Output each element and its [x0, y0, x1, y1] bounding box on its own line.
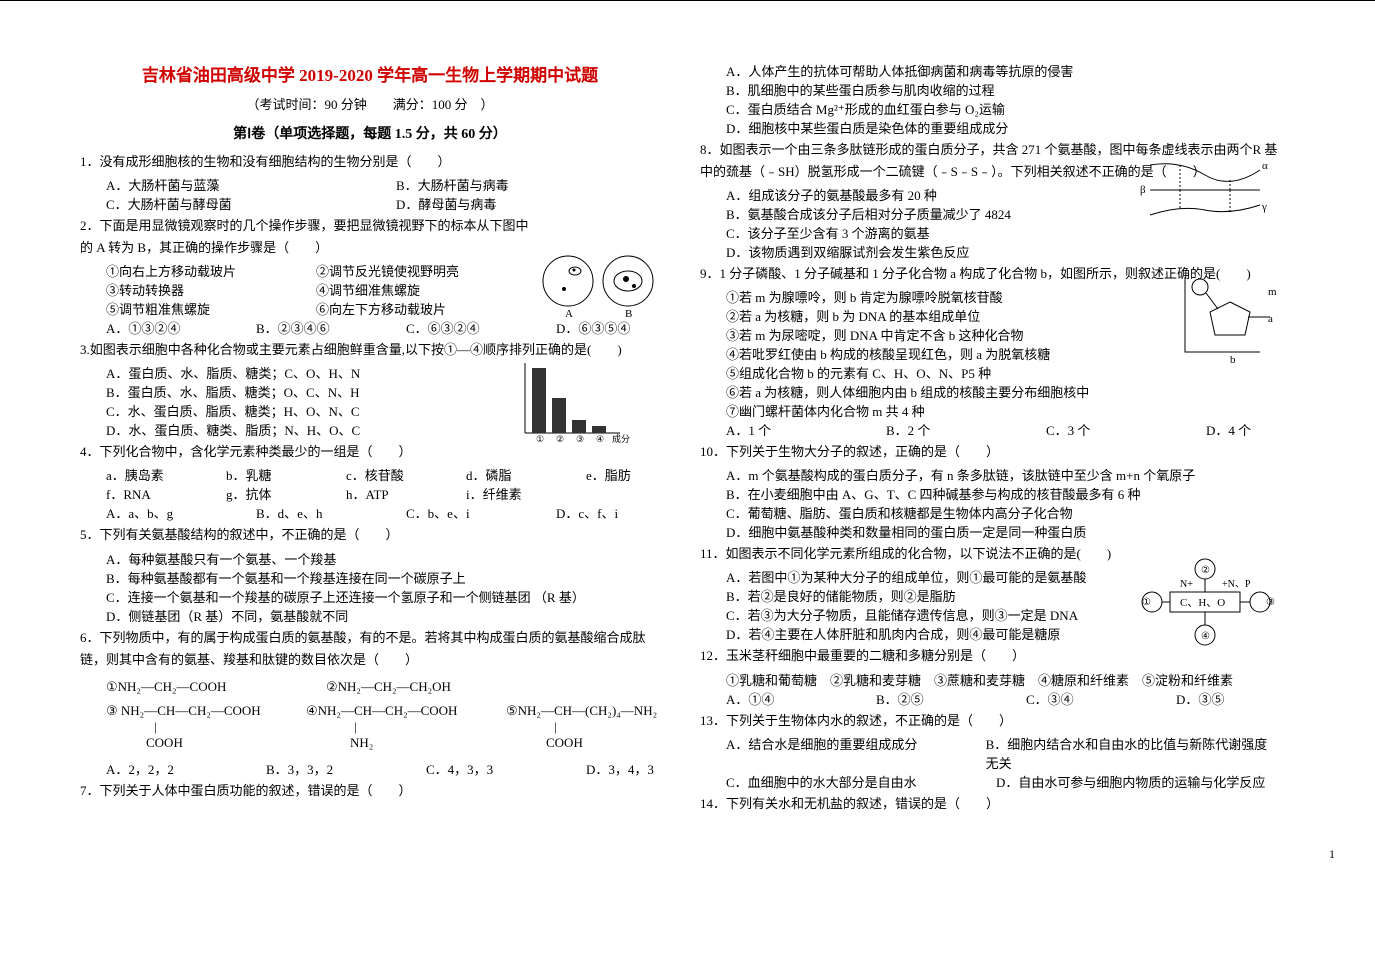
opt: A．2，2，2	[106, 759, 236, 778]
opt: D．该物质遇到双缩脲试剂会发生紫色反应	[700, 242, 1280, 261]
question-5: 5．下列有关氨基酸结构的叙述中，不正确的是（ ）	[80, 524, 660, 546]
item: f．RNA	[106, 484, 196, 503]
svg-text:A: A	[565, 308, 573, 320]
opt: B．3，3，2	[266, 759, 396, 778]
opt: B．2 个	[886, 420, 1016, 439]
svg-text:②: ②	[1201, 565, 1210, 576]
exam-subtitle: （考试时间：90 分钟 满分：100 分 ）	[80, 94, 660, 113]
bar-chart-figure: ① ② ③ ④ 成分	[520, 358, 630, 443]
opt: A．人体产生的抗体可帮助人体抵御病菌和病毒等抗原的侵害	[700, 61, 1280, 80]
opt: D．侧链基团（R 基）不同，氨基酸就不同	[80, 606, 660, 625]
item: e．脂肪	[586, 465, 631, 484]
opt: C．葡萄糖、脂肪、蛋白质和核糖都是生物体内高分子化合物	[700, 503, 1280, 522]
opt: C．③④	[1026, 689, 1146, 708]
formula: ③ NH₂—CH—CH₂—COOH|COOH	[106, 703, 266, 751]
svg-text:α: α	[1262, 160, 1268, 172]
opt: C．蛋白质结合 Mg²⁺形成的血红蛋白参与 O₂运输	[700, 99, 1280, 118]
formula-group: ③ NH₂—CH—CH₂—COOH|COOH ④NH₂—CH—CH₂—COOH|…	[80, 703, 660, 751]
opt: C．3 个	[1046, 420, 1176, 439]
microscope-figure: A B	[540, 251, 660, 321]
item: i．纤维素	[466, 484, 522, 503]
sub-opt: ④调节细准焦螺旋	[316, 280, 420, 299]
sub-opt: ⑥向左下方移动载玻片	[316, 299, 446, 318]
opt: D．③⑤	[1176, 689, 1224, 708]
formula: ②NH₂—CH₂—CH₂OH	[326, 679, 451, 695]
protein-figure: α β γ	[1140, 155, 1270, 230]
svg-text:+N、P: +N、P	[1222, 579, 1251, 590]
svg-text:④: ④	[1201, 631, 1210, 642]
question-7: 7．下列关于人体中蛋白质功能的叙述，错误的是（ ）	[80, 780, 660, 802]
opt: C．4，3，3	[426, 759, 556, 778]
opt: B．大肠杆菌与病毒	[396, 175, 509, 194]
formula: ⑤NH₂—CH—(CH₂)₄—NH₂|COOH	[506, 703, 657, 751]
opt: A．结合水是细胞的重要组成成分	[726, 734, 956, 772]
opt: A．①④	[726, 689, 846, 708]
question-13: 13．下列关于生物体内水的叙述，不正确的是（ ）	[700, 710, 1280, 732]
question-4: 4．下列化合物中，含化学元素种类最少的一组是（ ）	[80, 441, 660, 463]
item: a．胰岛素	[106, 465, 196, 484]
formula-group: ①NH₂—CH₂—COOH ②NH₂—CH₂—CH₂OH	[80, 679, 660, 695]
opt: D．细胞核中某些蛋白质是染色体的重要组成成分	[700, 118, 1280, 137]
svg-text:①: ①	[1142, 597, 1151, 608]
opt: B．细胞内结合水和自由水的比值与新陈代谢强度无关	[986, 734, 1280, 772]
sub-opt: ⑥若 a 为核糖，则人体细胞内由 b 组成的核酸主要分布细胞核中	[700, 382, 1280, 401]
opt: A．大肠杆菌与蓝藻	[106, 175, 366, 194]
item: h．ATP	[346, 484, 436, 503]
opt: A．m 个氨基酸构成的蛋白质分子，有 n 条多肽链，该肽链中至少含 m+n 个氧…	[700, 465, 1280, 484]
nucleotide-figure: m a b	[1180, 267, 1280, 367]
opt: A．a、b、g	[106, 503, 226, 522]
opt: D．c、f、i	[556, 503, 618, 522]
item: d．磷脂	[466, 465, 556, 484]
page-number: 1	[0, 837, 1375, 862]
sub-opt: ③转动转换器	[106, 280, 286, 299]
opt: B．②⑤	[876, 689, 996, 708]
svg-text:C、H、O: C、H、O	[1180, 597, 1225, 609]
exam-title: 吉林省油田高级中学 2019-2020 学年高一生物上学期期中试题	[80, 61, 660, 86]
svg-text:③: ③	[1266, 597, 1275, 608]
question-12: 12．玉米茎秆细胞中最重要的二糖和多糖分别是（ ）	[700, 645, 1280, 667]
sub-opt: ②调节反光镜使视野明亮	[316, 261, 459, 280]
sub-opt: ⑦幽门螺杆菌体内化合物 m 共 4 种	[700, 401, 1280, 420]
svg-text:N+: N+	[1180, 579, 1193, 590]
opt: C．大肠杆菌与酵母菌	[106, 194, 366, 213]
opt: B．每种氨基酸都有一个氨基和一个羧基连接在同一个碳原子上	[80, 568, 660, 587]
item: c．核苷酸	[346, 465, 436, 484]
opt: A．每种氨基酸只有一个氨基、一个羧基	[80, 549, 660, 568]
formula: ①NH₂—CH₂—COOH	[106, 679, 286, 695]
svg-text:m: m	[1268, 286, 1277, 298]
elements-figure: C、H、O ② ① ③ ④ N+ +N、P	[1140, 557, 1280, 647]
svg-text:γ: γ	[1261, 201, 1267, 213]
opt: C．血细胞中的水大部分是自由水	[726, 772, 966, 791]
item: g．抗体	[226, 484, 316, 503]
question-14: 14．下列有关水和无机盐的叙述，错误的是（ ）	[700, 793, 1280, 815]
section-header: 第Ⅰ卷（单项选择题，每题 1.5 分，共 60 分）	[80, 123, 660, 143]
opt: D．4 个	[1206, 420, 1251, 439]
opt: A．1 个	[726, 420, 856, 439]
opt: D．3，4，3	[586, 759, 654, 778]
opt: D．自由水可参与细胞内物质的运输与化学反应	[996, 772, 1265, 791]
item: b．乳糖	[226, 465, 316, 484]
opt: C．b、e、i	[406, 503, 526, 522]
opt: A．①③②④	[106, 318, 226, 337]
opt: D．细胞中氨基酸种类和数量相同的蛋白质一定是同一种蛋白质	[700, 522, 1280, 541]
sub-opt: ⑤调节粗准焦螺旋	[106, 299, 286, 318]
opt: B．d、e、h	[256, 503, 376, 522]
svg-text:a: a	[1268, 313, 1273, 325]
question-1: 1．没有成形细胞核的生物和没有细胞结构的生物分别是（ ）	[80, 151, 660, 173]
opt: D．酵母菌与病毒	[396, 194, 496, 213]
opt: B．在小麦细胞中由 A、G、T、C 四种碱基参与构成的核苷酸最多有 6 种	[700, 484, 1280, 503]
question-6: 6．下列物质中，有的属于构成蛋白质的氨基酸，有的不是。若将其中构成蛋白质的氨基酸…	[80, 627, 660, 671]
sub-opt: ①向右上方移动载玻片	[106, 261, 286, 280]
svg-text:β: β	[1140, 184, 1146, 196]
opt: B．②③④⑥	[256, 318, 376, 337]
svg-text:b: b	[1230, 354, 1236, 366]
formula: ④NH₂—CH—CH₂—COOH|NH₂	[306, 703, 466, 751]
question-10: 10．下列关于生物大分子的叙述，正确的是（ ）	[700, 441, 1280, 463]
svg-text:B: B	[625, 308, 632, 320]
opt: C．⑥③②④	[406, 318, 526, 337]
opt: B．肌细胞中的某些蛋白质参与肌肉收缩的过程	[700, 80, 1280, 99]
opt: C．连接一个氨基和一个羧基的碳原子上还连接一个氢原子和一个侧链基团 （R 基）	[80, 587, 660, 606]
sub-opts: ①乳糖和葡萄糖 ②乳糖和麦芽糖 ③蔗糖和麦芽糖 ④糖原和纤维素 ⑤淀粉和纤维素	[700, 670, 1280, 689]
